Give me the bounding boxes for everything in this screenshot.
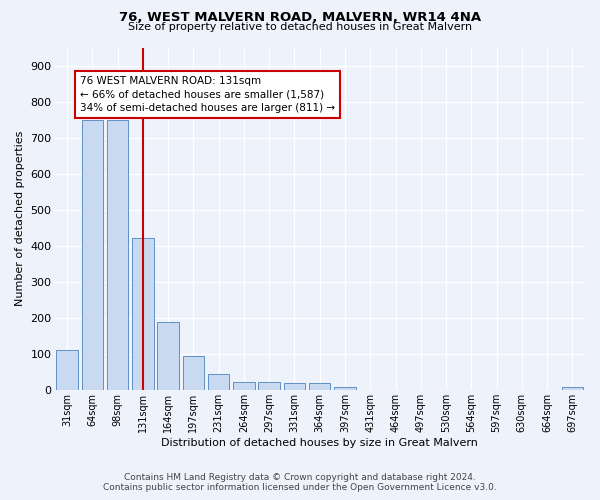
Bar — [132, 238, 154, 390]
Bar — [182, 356, 204, 390]
Text: Size of property relative to detached houses in Great Malvern: Size of property relative to detached ho… — [128, 22, 472, 32]
Bar — [259, 382, 280, 390]
Bar — [107, 120, 128, 390]
Bar — [334, 387, 356, 390]
Bar — [562, 387, 583, 390]
Text: Contains HM Land Registry data © Crown copyright and database right 2024.
Contai: Contains HM Land Registry data © Crown c… — [103, 473, 497, 492]
Bar — [82, 120, 103, 390]
Bar — [284, 382, 305, 390]
Y-axis label: Number of detached properties: Number of detached properties — [15, 131, 25, 306]
Text: 76, WEST MALVERN ROAD, MALVERN, WR14 4NA: 76, WEST MALVERN ROAD, MALVERN, WR14 4NA — [119, 11, 481, 24]
Text: 76 WEST MALVERN ROAD: 131sqm
← 66% of detached houses are smaller (1,587)
34% of: 76 WEST MALVERN ROAD: 131sqm ← 66% of de… — [80, 76, 335, 112]
Bar — [233, 382, 254, 390]
Bar — [56, 350, 78, 390]
Bar — [309, 382, 331, 390]
Bar — [208, 374, 229, 390]
Bar — [157, 322, 179, 390]
X-axis label: Distribution of detached houses by size in Great Malvern: Distribution of detached houses by size … — [161, 438, 478, 448]
